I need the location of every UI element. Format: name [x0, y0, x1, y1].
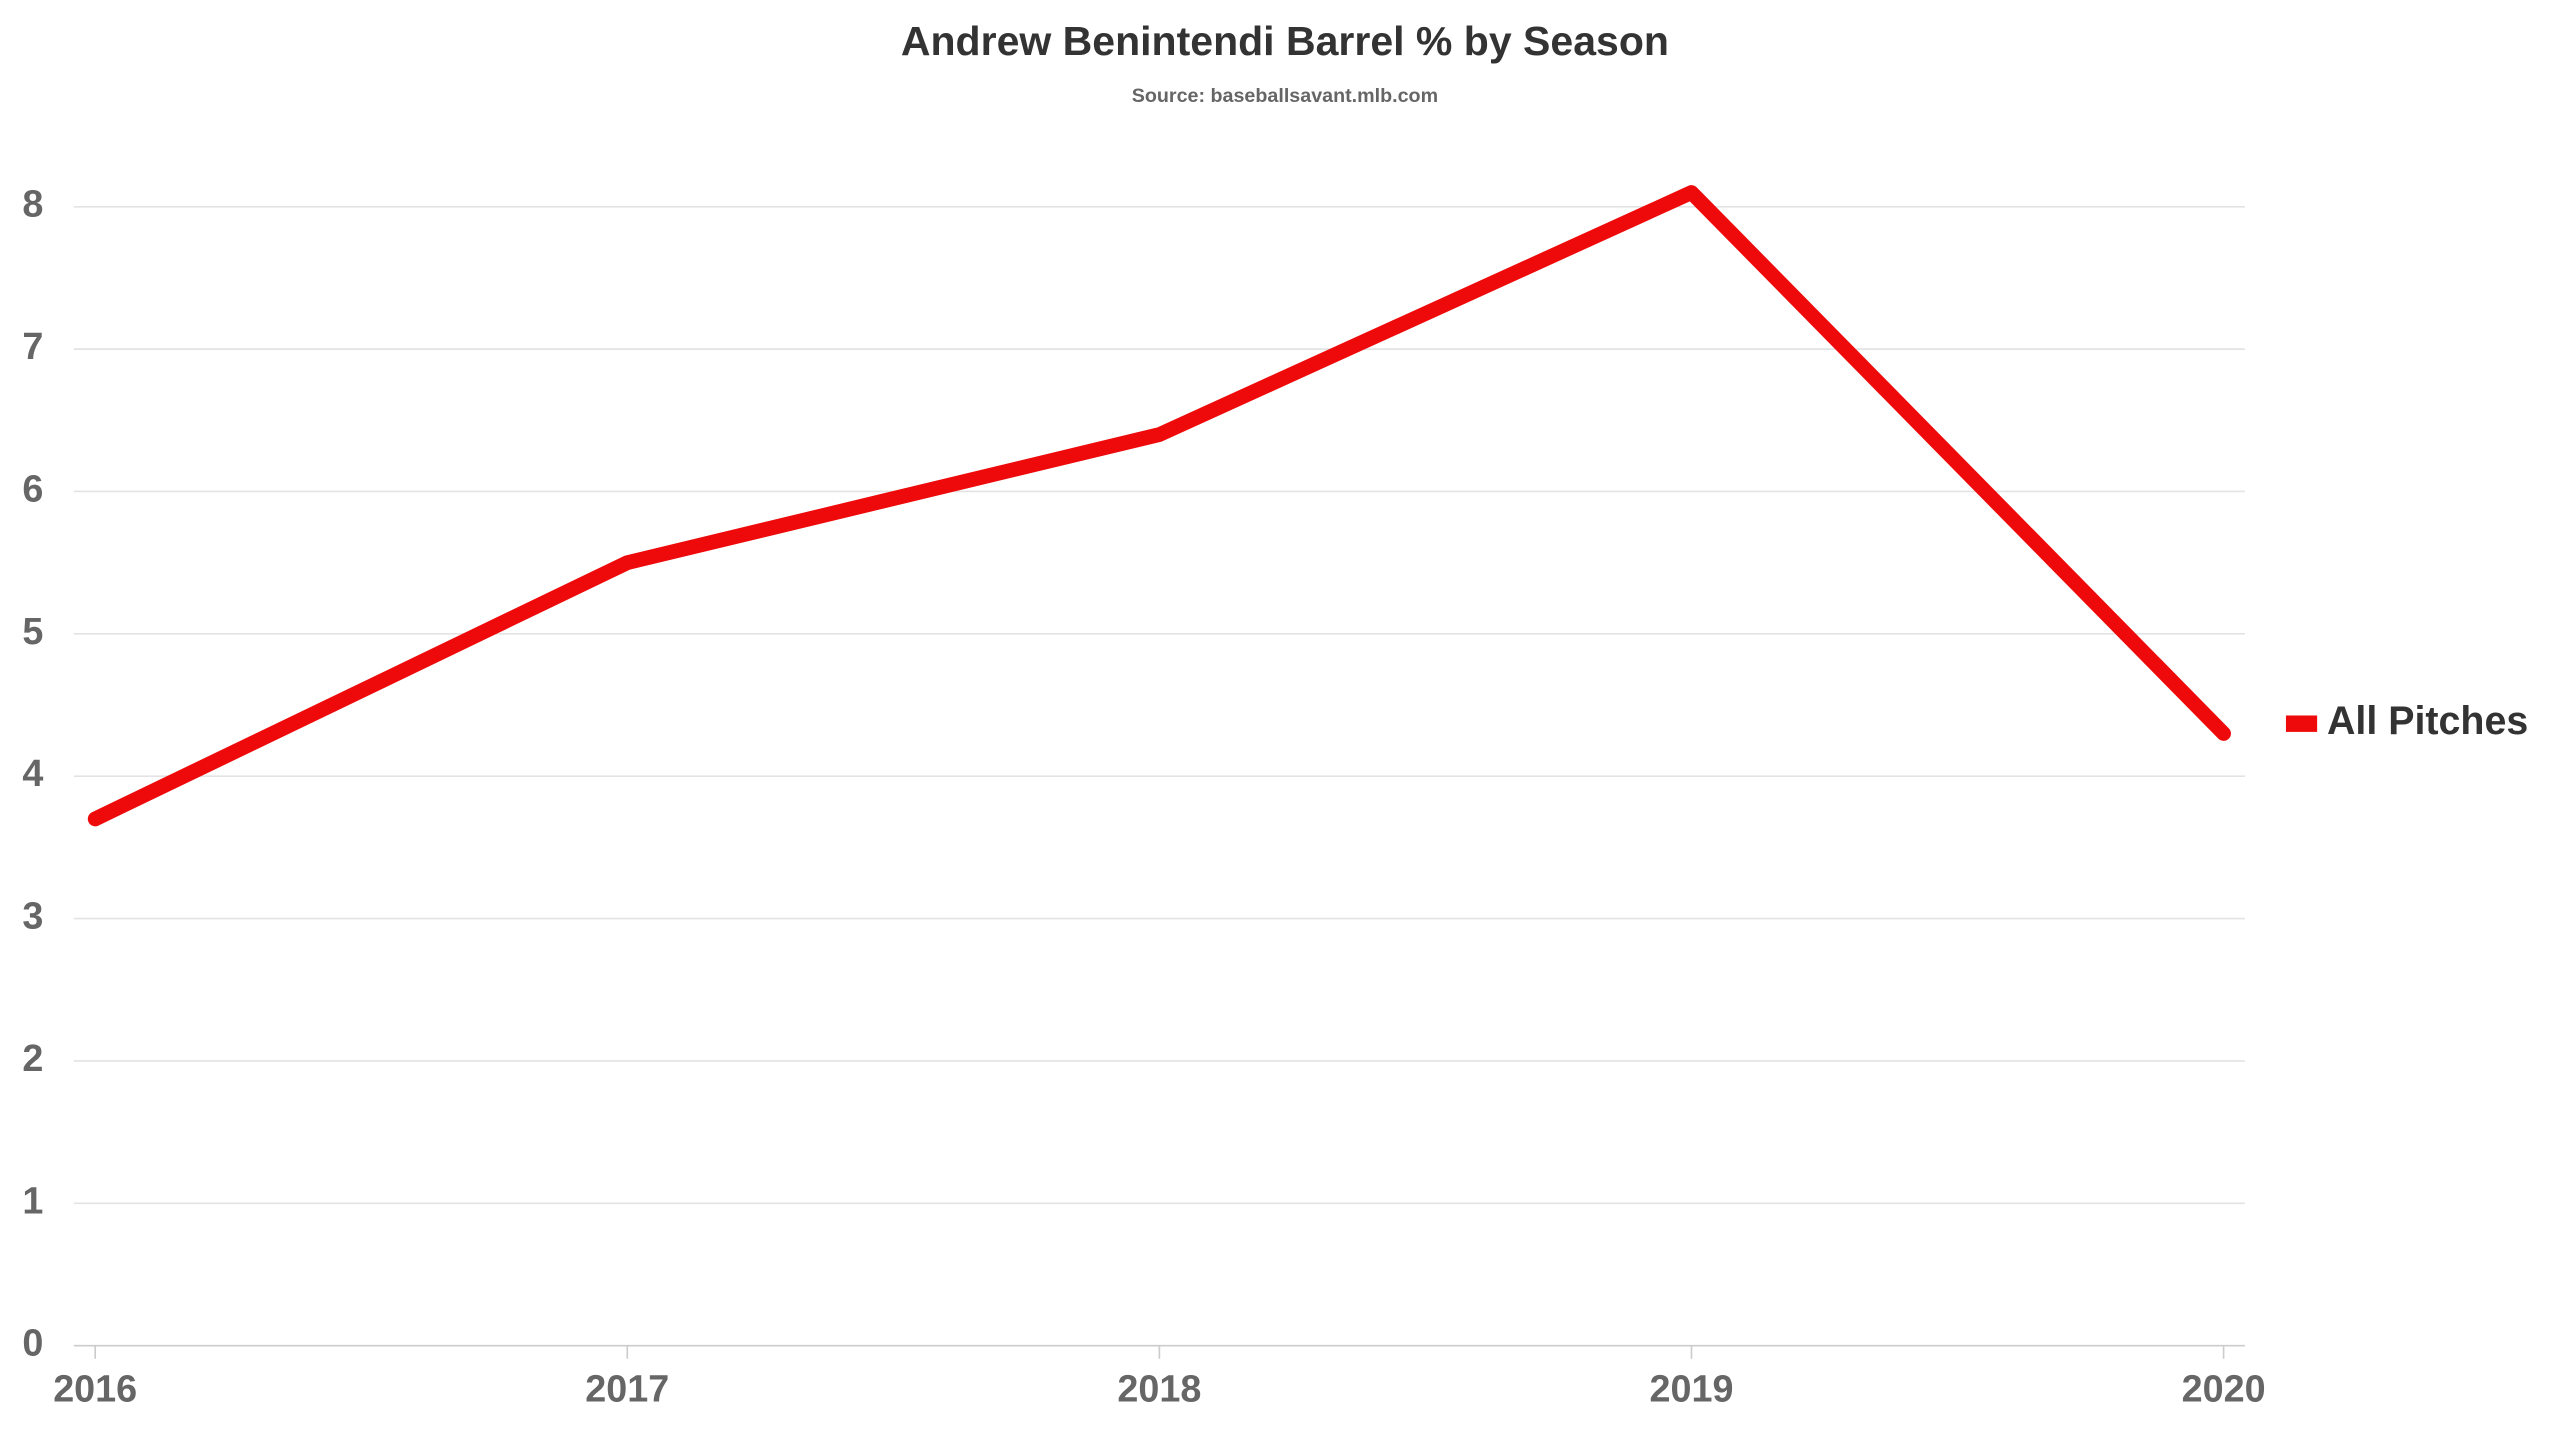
chart-title: Andrew Benintendi Barrel % by Season: [901, 18, 1669, 64]
y-tick-label: 2: [22, 1037, 43, 1079]
chart-subtitle: Source: baseballsavant.mlb.com: [1132, 85, 1438, 107]
y-tick-label: 1: [22, 1179, 43, 1221]
y-tick-label: 0: [22, 1322, 43, 1364]
x-tick-label: 2020: [2182, 1368, 2266, 1410]
x-tick-label: 2016: [53, 1368, 137, 1410]
y-tick-label: 5: [22, 610, 43, 652]
legend-swatch: [2285, 715, 2318, 732]
y-tick-label: 7: [22, 325, 43, 367]
data-line: [87, 185, 2231, 827]
x-tick-label: 2017: [585, 1368, 669, 1410]
y-tick-label: 8: [22, 183, 43, 225]
y-tick-label: 4: [22, 752, 43, 794]
y-tick-label: 6: [22, 467, 43, 509]
x-tick-label: 2018: [1117, 1368, 1201, 1410]
y-tick-label: 3: [22, 895, 43, 937]
legend-label: All Pitches: [2327, 699, 2528, 743]
x-tick-label: 2019: [1650, 1368, 1734, 1410]
